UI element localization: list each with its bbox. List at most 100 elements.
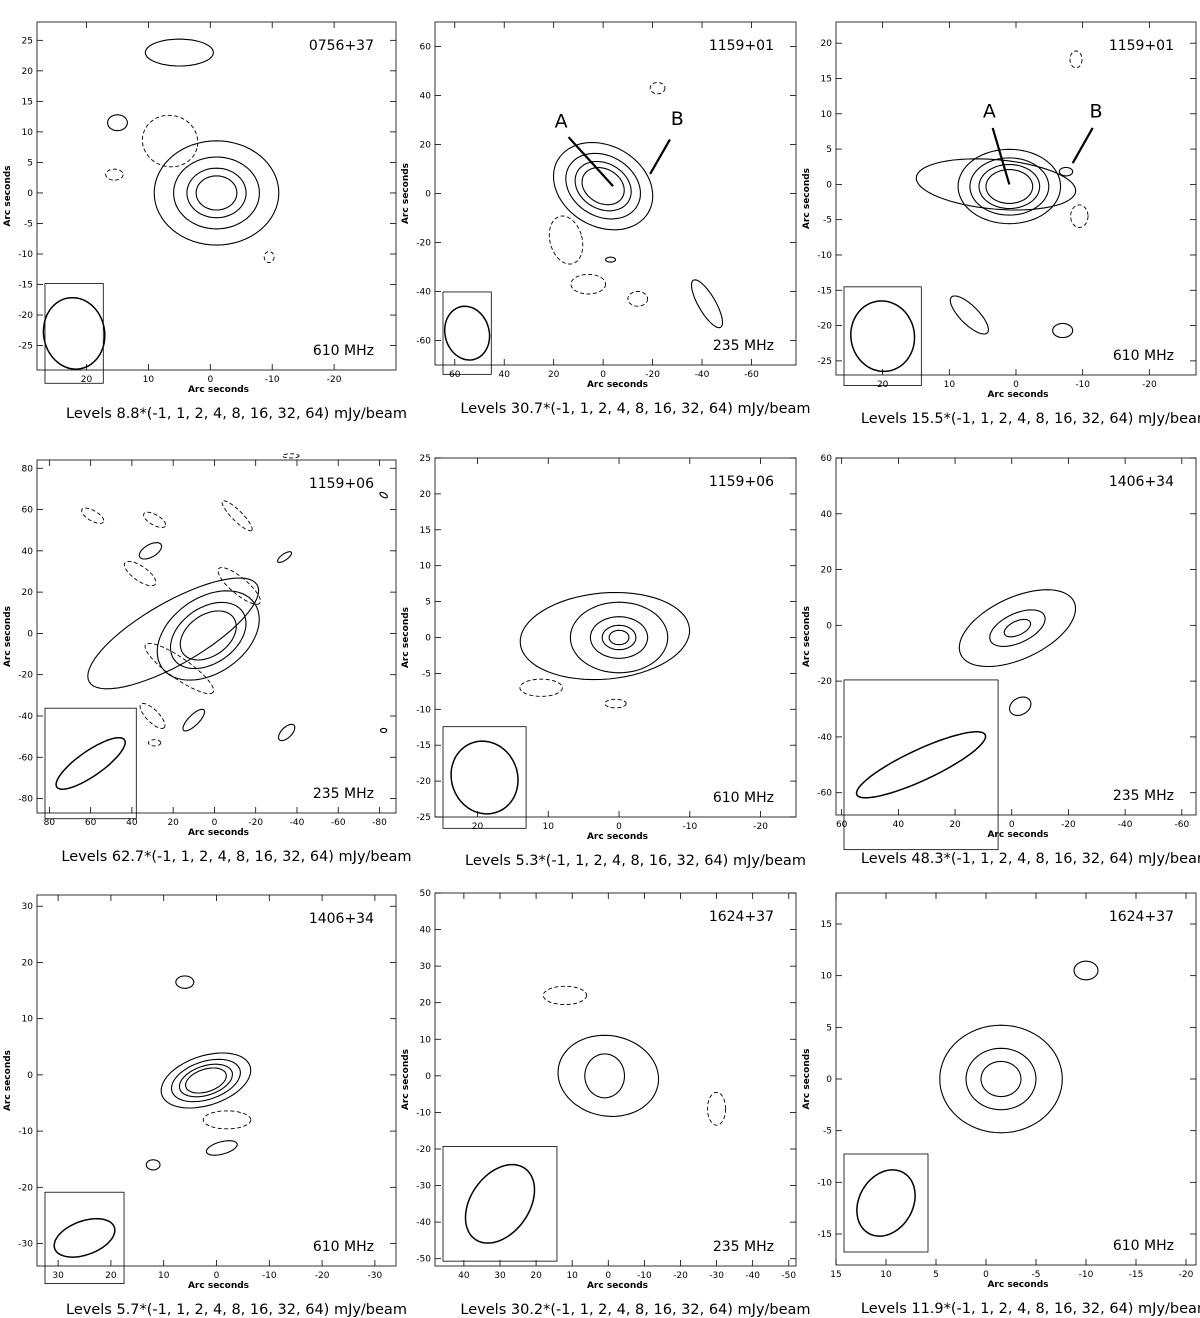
x-axis-label: Arc seconds (987, 390, 1048, 400)
contour-level (379, 727, 388, 734)
frequency-label: 235 MHz (713, 1239, 774, 1255)
y-tick-label: 10 (821, 972, 833, 982)
y-tick-label: 15 (420, 526, 431, 536)
plot-frame (36, 459, 397, 814)
x-tick-label: 30 (494, 1271, 506, 1281)
y-axis-label: Arc seconds (401, 607, 411, 668)
y-tick-label: -10 (416, 705, 431, 715)
contour-level (552, 141, 654, 231)
y-tick-label: -10 (18, 1127, 33, 1137)
contour-level (169, 601, 247, 670)
x-tick-label: 20 (167, 818, 179, 828)
x-tick-label: 20 (81, 375, 93, 385)
negative-contour (144, 642, 215, 695)
panel-2: 60 40 20 0 -20 -40 -60 60 40 20 0 -20 -40 -60 Arc seco… (401, 21, 811, 417)
contour-level (957, 148, 1062, 225)
contour-level (145, 1159, 161, 1171)
plot-frame (36, 894, 397, 1267)
x-tick-label: 20 (472, 822, 484, 832)
panel-4: 80 60 40 20 0 -20 -40 -60 -80 80 60 40 20 0 -20 -40 -60 -… (3, 453, 412, 865)
annotation-pointer (1071, 127, 1094, 164)
plot-frame (835, 892, 1197, 1266)
y-tick-label: -10 (817, 1178, 832, 1188)
levels-caption: Levels 15.5*(-1, 1, 2, 4, 8, 16, 32, 64)… (861, 411, 1200, 427)
x-tick-label: -50 (781, 1271, 796, 1281)
x-tick-label: -10 (1075, 380, 1090, 390)
contour-level (601, 624, 637, 651)
y-tick-label: -20 (817, 677, 832, 687)
x-tick-label: -20 (1061, 820, 1076, 830)
negative-contour (123, 560, 157, 587)
y-tick-label: 0 (27, 1071, 33, 1081)
y-tick-label: -60 (416, 337, 431, 347)
x-tick-label: 20 (548, 370, 560, 380)
x-tick-label: 40 (893, 820, 905, 830)
x-tick-label: 30 (52, 1271, 64, 1281)
contour-level (277, 723, 296, 742)
y-tick-label: 40 (821, 510, 833, 520)
y-tick-label: -30 (18, 1240, 33, 1250)
y-tick-label: -10 (416, 1108, 431, 1118)
y-tick-label: 40 (420, 92, 432, 102)
beam-box (44, 1191, 125, 1284)
frequency-label: 610 MHz (313, 1239, 374, 1255)
x-axis-label: Arc seconds (587, 1281, 648, 1291)
negative-contour (627, 291, 649, 307)
y-tick-label: -30 (416, 1182, 431, 1192)
contour-level (949, 295, 989, 335)
contour-level (107, 114, 128, 132)
beam-box (442, 726, 527, 829)
negative-contour (542, 985, 588, 1005)
y-axis-label: Arc seconds (3, 165, 13, 226)
y-axis-label: Arc seconds (401, 1049, 411, 1110)
x-tick-label: -20 (673, 1271, 688, 1281)
contour-level (915, 158, 1077, 211)
contour-level (690, 279, 724, 329)
panel-6: 60 40 20 0 -20 -40 -60 60 40 20 0 -20 -40 -60 Arc seco… (802, 454, 1200, 867)
levels-caption: Levels 5.3*(-1, 1, 2, 4, 8, 16, 32, 64) … (465, 853, 806, 869)
panel-8: 40 30 20 10 0 -10 -20 -30 -40 -50 50 40 30 20 10 0 -10 -2… (401, 889, 811, 1318)
contour-level (205, 1140, 238, 1156)
negative-contour (570, 273, 607, 295)
x-tick-label: -20 (248, 818, 263, 828)
x-tick-label: -40 (745, 1271, 760, 1281)
y-tick-label: -15 (817, 1230, 832, 1240)
levels-caption: Levels 30.2*(-1, 1, 2, 4, 8, 16, 32, 64)… (460, 1302, 810, 1318)
x-tick-label: -10 (1079, 1270, 1094, 1280)
x-axis-label: Arc seconds (188, 385, 249, 395)
y-tick-label: 25 (420, 454, 431, 464)
frequency-label: 235 MHz (713, 338, 774, 354)
annotation-pointer (649, 139, 671, 175)
y-axis-label: Arc seconds (3, 1050, 13, 1111)
panel-5: 20 10 0 -10 -20 25 20 15 10 5 0 -5 -10 -15 -20 -25 Arc s… (401, 454, 806, 869)
beam-box (44, 283, 104, 384)
y-tick-label: 0 (826, 1075, 832, 1085)
contour-level (182, 708, 206, 732)
x-axis-label: Arc seconds (587, 380, 648, 390)
beam-box (442, 291, 492, 375)
y-tick-label: -5 (823, 1127, 832, 1137)
y-axis-label: Arc seconds (401, 163, 411, 224)
levels-caption: Levels 62.7*(-1, 1, 2, 4, 8, 16, 32, 64)… (61, 849, 411, 865)
contour-level (1058, 166, 1074, 177)
x-tick-label: -10 (262, 1271, 277, 1281)
contour-level (170, 1058, 241, 1103)
negative-contour (263, 251, 275, 263)
levels-caption: Levels 5.7*(-1, 1, 2, 4, 8, 16, 32, 64) … (66, 1302, 407, 1318)
panel-3: 20 10 0 -10 -20 20 15 10 5 0 -5 -10 -15 -20 -25 Arc sec… (802, 21, 1200, 427)
y-tick-label: 0 (826, 180, 832, 190)
x-tick-label: 0 (983, 1270, 989, 1280)
x-tick-label: -20 (645, 370, 660, 380)
y-tick-label: 20 (420, 141, 432, 151)
source-name: 1624+37 (709, 909, 774, 925)
x-axis-label: Arc seconds (188, 1281, 249, 1291)
contour-level (569, 601, 669, 674)
y-tick-label: 15 (821, 920, 832, 930)
x-axis-label: Arc seconds (587, 832, 648, 842)
y-tick-label: 40 (420, 926, 432, 936)
contour-level (160, 1052, 252, 1109)
x-tick-label: 0 (600, 370, 606, 380)
y-axis-label: Arc seconds (802, 1048, 812, 1109)
contour-level (186, 167, 247, 219)
x-axis-label: Arc seconds (987, 830, 1048, 840)
